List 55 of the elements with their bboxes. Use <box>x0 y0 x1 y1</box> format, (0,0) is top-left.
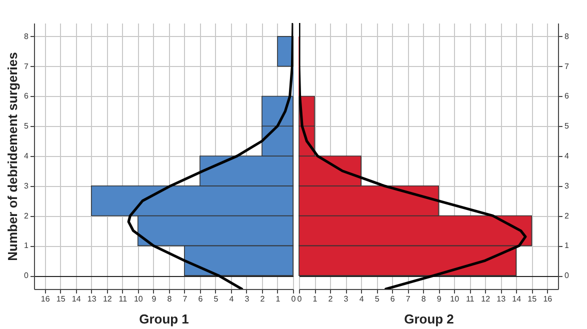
y-tick-label: 1 <box>564 241 570 250</box>
y-tick-label: 7 <box>24 62 30 71</box>
x-tick-label: 11 <box>118 294 128 304</box>
x-tick-label: 12 <box>481 294 491 304</box>
x-tick-label: 10 <box>450 294 460 304</box>
x-tick-label: 11 <box>466 294 475 304</box>
x-tick-label: 1 <box>312 294 318 304</box>
y-tick-label: 5 <box>24 122 30 131</box>
x-tick-label: 14 <box>72 294 82 304</box>
y-tick-label: 6 <box>564 92 570 101</box>
y-tick-label: 3 <box>24 181 30 190</box>
x-tick-label: 2 <box>328 294 334 304</box>
y-tick-label: 5 <box>564 122 570 131</box>
x-tick-label: 3 <box>244 294 250 304</box>
y-tick-label: 4 <box>24 152 30 160</box>
x-tick-label: 15 <box>56 294 66 304</box>
x-tick-label: 12 <box>102 294 112 304</box>
x-tick-label: 8 <box>421 294 426 304</box>
x-tick-label: 5 <box>214 294 219 304</box>
y-tick-label: 2 <box>564 211 570 220</box>
y-tick-label: 8 <box>564 32 570 41</box>
x-tick-label: 2 <box>260 294 266 304</box>
x-tick-label: 5 <box>374 294 380 304</box>
x-tick-label: 8 <box>167 294 172 304</box>
x-tick-label: 4 <box>359 294 364 304</box>
y-tick-label: 0 <box>24 271 30 280</box>
x-axis-title: Group 1 <box>139 312 189 326</box>
x-tick-label: 3 <box>344 294 349 304</box>
y-tick-label: 2 <box>24 211 30 220</box>
x-tick-label: 0 <box>297 294 302 304</box>
x-tick-label: 10 <box>134 294 144 304</box>
x-tick-label: 16 <box>543 294 553 304</box>
y-tick-label: 7 <box>564 62 570 71</box>
x-tick-label: 15 <box>528 294 538 304</box>
y-tick-label: 6 <box>24 92 30 101</box>
x-tick-label: 7 <box>406 294 411 304</box>
x-tick-label: 6 <box>390 294 396 304</box>
x-tick-label: 7 <box>182 294 188 304</box>
y-tick-label: 1 <box>24 241 30 250</box>
x-tick-label: 16 <box>40 294 50 304</box>
x-tick-label: 1 <box>276 294 281 304</box>
x-tick-label: 0 <box>291 294 296 304</box>
y-tick-label: 0 <box>564 271 570 280</box>
y-tick-label: 8 <box>24 32 30 41</box>
x-tick-label: 13 <box>496 294 506 304</box>
y-tick-label: 3 <box>564 181 570 190</box>
y-axis-title: Number of debridement surgeries <box>5 52 20 261</box>
x-tick-label: 4 <box>229 294 234 304</box>
x-axis-title: Group 2 <box>404 312 454 326</box>
x-tick-label: 6 <box>198 294 204 304</box>
x-tick-label: 9 <box>152 294 157 304</box>
x-tick-label: 14 <box>512 294 522 304</box>
y-tick-label: 4 <box>564 152 570 160</box>
x-tick-label: 9 <box>436 294 442 304</box>
x-tick-label: 13 <box>87 294 97 304</box>
